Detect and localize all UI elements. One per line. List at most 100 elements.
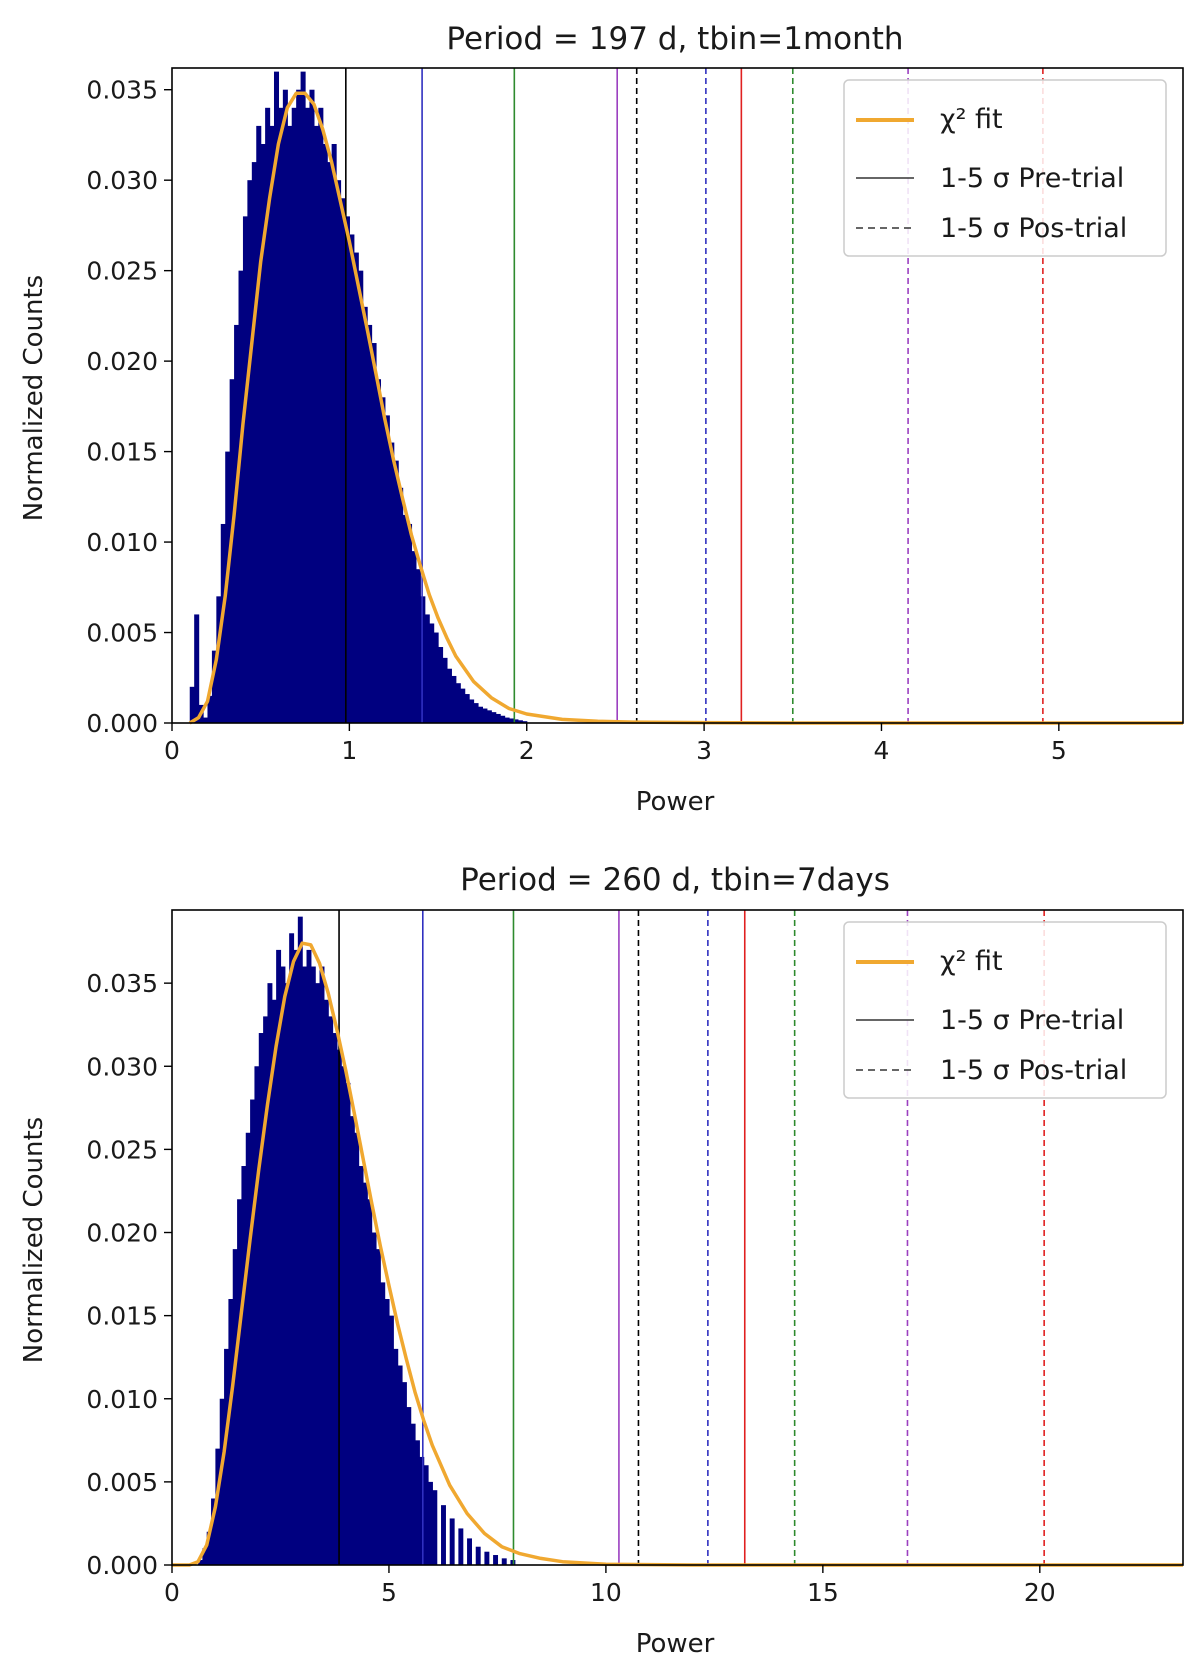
histogram-bar xyxy=(269,125,275,723)
histogram-bar xyxy=(407,523,413,723)
histogram-bar xyxy=(276,949,282,1565)
y-tick-label: 0.010 xyxy=(86,1385,158,1414)
histogram-bar xyxy=(433,632,439,723)
histogram-bar xyxy=(203,717,209,723)
histogram-bar xyxy=(442,657,448,723)
histogram-bar xyxy=(344,216,350,723)
histogram-bar xyxy=(271,999,277,1565)
histogram-bar xyxy=(358,1166,364,1565)
histogram-bar xyxy=(371,1232,377,1565)
x-tick-label: 0 xyxy=(164,1578,180,1607)
histogram-bar xyxy=(289,933,295,1565)
histogram-bar xyxy=(384,415,390,723)
histogram-bar xyxy=(482,708,488,723)
histogram-bar xyxy=(393,1348,399,1565)
histogram-bar xyxy=(362,1182,368,1565)
histogram-bar xyxy=(282,89,288,723)
y-tick-label: 0.030 xyxy=(86,166,158,195)
histogram-bar xyxy=(367,1199,373,1565)
y-tick-label: 0.005 xyxy=(86,619,158,648)
histogram-bar xyxy=(358,270,364,723)
histogram-bar xyxy=(234,324,240,723)
histogram-bar xyxy=(423,1465,429,1565)
fit-curve xyxy=(188,91,1183,725)
legend: χ² fit 1-5 σ Pre-trial 1-5 σ Pos-trial xyxy=(843,79,1167,257)
legend-box xyxy=(843,79,1167,257)
legend: χ² fit 1-5 σ Pre-trial 1-5 σ Pos-trial xyxy=(843,921,1167,1099)
histogram-bar xyxy=(291,107,297,723)
histogram-bar xyxy=(284,983,290,1565)
x-axis-label: Power xyxy=(636,1629,715,1659)
histogram-bar xyxy=(458,1528,464,1565)
histogram-bar xyxy=(477,706,483,723)
histogram-bar xyxy=(280,966,286,1565)
chart-title: Period = 197 d, tbin=1month xyxy=(446,21,903,57)
histogram-bar xyxy=(340,198,346,723)
histogram-bar xyxy=(287,125,293,723)
histogram-bar xyxy=(428,1481,433,1565)
legend-box xyxy=(843,921,1167,1099)
histogram-bar xyxy=(432,1490,438,1565)
histogram-bar xyxy=(254,1066,260,1565)
histogram-bar xyxy=(198,1560,203,1565)
histogram-bar xyxy=(500,715,506,723)
histogram-bar xyxy=(238,270,244,723)
histogram-bar xyxy=(349,234,355,723)
histogram-bar xyxy=(401,1382,407,1565)
histogram-bar xyxy=(493,1555,499,1565)
histogram-bar xyxy=(297,916,303,1565)
histogram-bar xyxy=(296,89,302,723)
legend-label-pos-trial: 1-5 σ Pos-trial xyxy=(940,1055,1127,1086)
chart-title: Period = 260 d, tbin=7days xyxy=(460,862,890,898)
histogram-bar xyxy=(406,1407,412,1565)
y-tick-label: 0.020 xyxy=(86,1219,158,1248)
histogram-bar xyxy=(332,1033,338,1565)
histogram-bar xyxy=(302,966,308,1565)
histogram-bar xyxy=(211,1498,216,1565)
histogram-bar xyxy=(250,1099,256,1565)
histogram-bar xyxy=(327,162,333,724)
histogram-bar xyxy=(242,216,248,723)
histogram-bar xyxy=(194,614,200,723)
y-tick-label: 0.000 xyxy=(86,1551,158,1580)
legend-label-pos-trial: 1-5 σ Pos-trial xyxy=(940,213,1127,244)
histogram-bar xyxy=(345,1082,351,1565)
y-tick-label: 0.005 xyxy=(86,1468,158,1497)
y-tick-label: 0.015 xyxy=(86,1302,158,1331)
histogram-bar xyxy=(393,460,399,723)
x-tick-label: 5 xyxy=(1051,736,1067,765)
histogram-bar xyxy=(389,442,395,723)
y-tick-label: 0.020 xyxy=(86,347,158,376)
histogram-bar xyxy=(256,125,262,723)
histogram-bar xyxy=(305,107,311,723)
histogram-bar xyxy=(353,252,359,723)
histogram-bar xyxy=(207,695,213,723)
histogram-bar xyxy=(293,949,299,1565)
histogram-bar xyxy=(460,688,466,723)
histogram-bar xyxy=(380,397,386,723)
histogram-bar xyxy=(438,647,444,723)
histogram-bar xyxy=(232,1249,238,1565)
x-tick-label: 2 xyxy=(519,736,535,765)
histogram-bar xyxy=(504,717,510,723)
histogram-bar xyxy=(267,983,273,1565)
histogram-bar xyxy=(354,1132,360,1565)
histogram-bar xyxy=(362,306,368,723)
histogram-bar xyxy=(328,1016,334,1565)
histogram-bar xyxy=(414,1440,420,1565)
legend-label-fit: χ² fit xyxy=(940,946,1003,977)
histogram-bar xyxy=(202,1548,208,1565)
histogram-bar xyxy=(300,71,306,724)
x-tick-label: 4 xyxy=(874,736,890,765)
histogram-bar xyxy=(484,1551,490,1565)
chart-panel-bottom: Period = 260 d, tbin=7days Normalized Co… xyxy=(19,862,1184,1659)
histogram-bar xyxy=(315,983,321,1565)
histogram-bar xyxy=(513,719,519,723)
x-tick-label: 5 xyxy=(381,1578,397,1607)
histogram-bar xyxy=(449,1518,455,1565)
x-tick-label: 15 xyxy=(807,1578,839,1607)
histogram-bar xyxy=(467,1538,472,1565)
x-tick-label: 0 xyxy=(164,736,180,765)
histogram-bar xyxy=(306,949,312,1565)
